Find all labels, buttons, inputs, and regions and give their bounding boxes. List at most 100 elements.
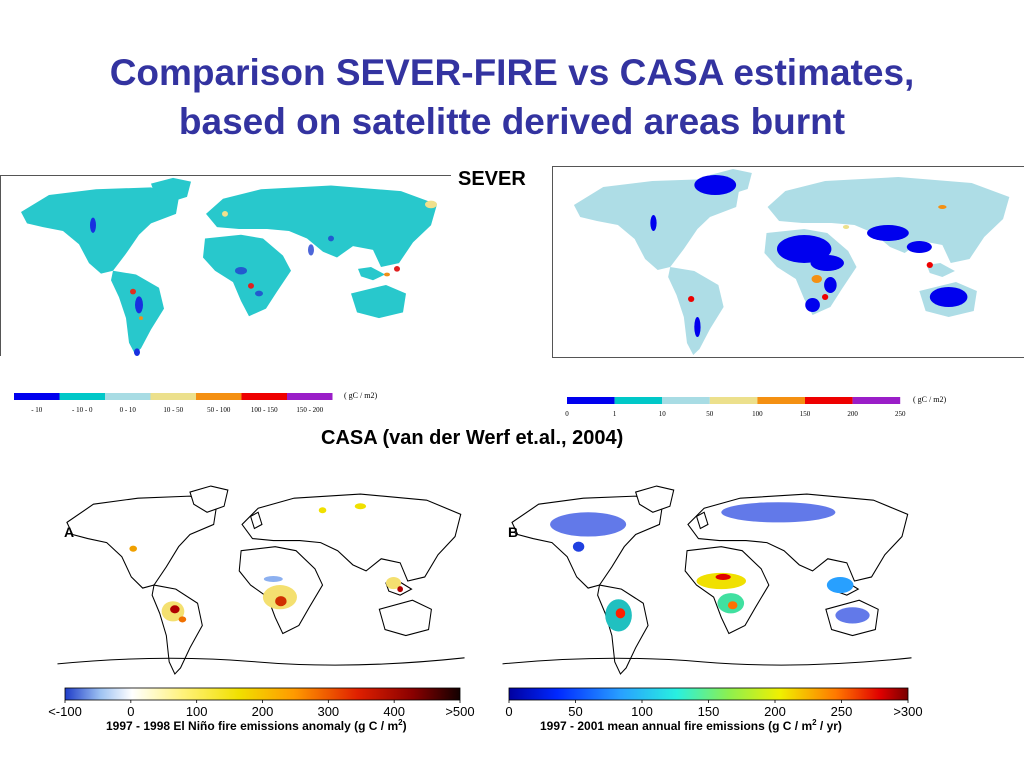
legend-class-label: 150 - 200 xyxy=(296,406,323,414)
colorbar-tick-label: 50 xyxy=(568,704,582,719)
legend-swatch xyxy=(105,393,151,400)
casa-b-emission-patch xyxy=(696,572,746,590)
casa-b-emission-patch xyxy=(715,573,731,580)
casa-b-colorbar-svg: 0 50 100 150 200 250 >300 1997 - 2001 mean ann… xyxy=(505,687,923,733)
legend-swatch xyxy=(14,393,60,400)
legend-swatch xyxy=(241,393,287,400)
colorbar-tick-label: 150 xyxy=(698,704,720,719)
sever-right-emission-patch xyxy=(694,317,701,337)
legend-class-label: - 10 xyxy=(31,406,43,414)
colorbar-tick-label: 200 xyxy=(252,704,274,719)
casa-b-emission-patch xyxy=(835,607,870,624)
casa-a-emission-patch xyxy=(397,586,403,593)
sever-left-emission-patch xyxy=(384,272,390,277)
sever-right-emission-patch xyxy=(926,262,933,268)
title-line-2: based on satelitte derived areas burnt xyxy=(178,101,846,142)
sever-right-emission-patch xyxy=(805,298,820,312)
colorbar-tick-label: <-100 xyxy=(48,704,82,719)
colorbar-tick-label: 400 xyxy=(383,704,405,719)
legend-swatch xyxy=(196,393,242,400)
casa-b-colorbar: 0 50 100 150 200 250 >300 1997 - 2001 mean ann… xyxy=(492,686,932,738)
title-line-1: Comparison SEVER-FIRE vs CASA estimates, xyxy=(109,52,915,93)
legend-tick-label: 10 xyxy=(659,410,667,418)
casa-a-emission-patch xyxy=(178,616,187,623)
colorbar-a-gradient xyxy=(64,687,461,701)
legend-swatch xyxy=(567,397,615,404)
sever-right-emission-patch xyxy=(694,175,737,195)
legend-swatch xyxy=(852,397,901,404)
sever-left-emission-patch xyxy=(394,266,400,272)
sever-left-emission-patch xyxy=(135,296,143,314)
sever-right-emission-patch xyxy=(824,277,837,293)
colorbar-tick-label: >500 xyxy=(445,704,474,719)
sever-left-emission-patch xyxy=(130,288,136,295)
sever-right-emission-patch xyxy=(929,287,968,307)
sever-right-emission-patch xyxy=(810,255,844,271)
casa-b-emission-patch xyxy=(550,512,627,537)
sever-left-emission-patch xyxy=(139,316,143,320)
sever-left-legend: - 10 - 10 - 0 0 - 10 10 - 50 50 - 100 100 - 1… xyxy=(14,388,384,416)
colorbar-tick-label: 100 xyxy=(186,704,208,719)
sever-left-emission-patch xyxy=(90,217,96,233)
sever-right-emission-patch xyxy=(906,241,932,253)
legend-class-label: 100 - 150 xyxy=(251,406,278,414)
legend-tick-label: 200 xyxy=(847,410,858,418)
legend-tick-label: 1 xyxy=(613,410,617,418)
sever-map-left-svg xyxy=(21,177,437,356)
sever-right-legend-svg: 0 1 10 50 100 150 200 250 ( gC / m2) xyxy=(565,395,946,418)
legend-swatch xyxy=(757,397,805,404)
sever-left-emission-patch xyxy=(134,348,140,356)
casa-label: CASA (van der Werf et.al., 2004) xyxy=(321,427,624,449)
legend-class-label: 50 - 100 xyxy=(207,406,231,414)
sever-left-emission-patch xyxy=(328,235,334,242)
casa-map-b-svg xyxy=(502,485,912,675)
legend-swatch xyxy=(614,397,663,404)
legend-tick-label: 0 xyxy=(565,410,569,418)
sever-left-emission-patch xyxy=(255,290,263,297)
legend-class-label: 10 - 50 xyxy=(163,406,183,414)
sever-right-emission-patch xyxy=(776,235,832,263)
casa-map-b xyxy=(493,484,921,676)
colorbar-tick-label: >300 xyxy=(893,704,922,719)
casa-b-emission-patch xyxy=(826,576,854,594)
casa-a-emission-patch xyxy=(263,575,283,583)
sever-left-emission-patch xyxy=(235,266,247,275)
slide-title: Comparison SEVER-FIRE vs CASA estimates,… xyxy=(0,48,1024,146)
sever-right-emission-patch xyxy=(867,225,909,241)
sever-right-emission-patch xyxy=(688,296,695,302)
casa-a-colorbar-svg: <-100 0 100 200 300 400 >500 1997 - 1998 El Ni… xyxy=(48,687,475,733)
sever-right-emission-patch xyxy=(650,215,657,231)
legend-class-label: 0 - 10 xyxy=(120,406,137,414)
casa-b-emission-patch xyxy=(615,608,626,619)
legend-swatch xyxy=(662,397,710,404)
legend-swatch xyxy=(805,397,853,404)
sever-right-legend: 0 1 10 50 100 150 200 250 ( gC / m2) xyxy=(565,392,957,420)
sever-right-emission-patch xyxy=(938,205,947,209)
sever-left-emission-patch xyxy=(222,211,228,217)
casa-a-emission-patch xyxy=(275,596,287,607)
casa-a-colorbar: <-100 0 100 200 300 400 >500 1997 - 1998 El Ni… xyxy=(40,686,490,738)
panel-a-label: A xyxy=(64,524,75,540)
casa-b-emission-patch xyxy=(721,502,836,523)
sever-label: SEVER xyxy=(458,168,526,190)
colorbar-tick-label: 0 xyxy=(505,704,512,719)
casa-a-emission-patch xyxy=(170,605,180,614)
colorbar-a-caption: 1997 - 1998 El Niño fire emissions anoma… xyxy=(106,718,407,733)
legend-swatch xyxy=(709,397,758,404)
legend-swatch xyxy=(287,393,333,400)
sever-map-right xyxy=(552,166,1024,358)
casa-map-a xyxy=(48,484,474,676)
colorbar-b-caption: 1997 - 2001 mean annual fire emissions (… xyxy=(540,718,842,733)
legend-unit: ( gC / m2) xyxy=(344,391,377,400)
colorbar-b-gradient xyxy=(508,687,909,701)
casa-a-emission-patch xyxy=(318,507,327,514)
legend-tick-label: 150 xyxy=(800,410,811,418)
colorbar-tick-label: 300 xyxy=(317,704,339,719)
legend-swatch xyxy=(59,393,105,400)
legend-unit: ( gC / m2) xyxy=(913,395,946,404)
casa-b-emission-patch xyxy=(727,601,738,610)
colorbar-tick-label: 250 xyxy=(831,704,853,719)
sever-map-left xyxy=(0,175,451,356)
sever-left-emission-patch xyxy=(425,200,437,209)
legend-swatch xyxy=(150,393,196,400)
